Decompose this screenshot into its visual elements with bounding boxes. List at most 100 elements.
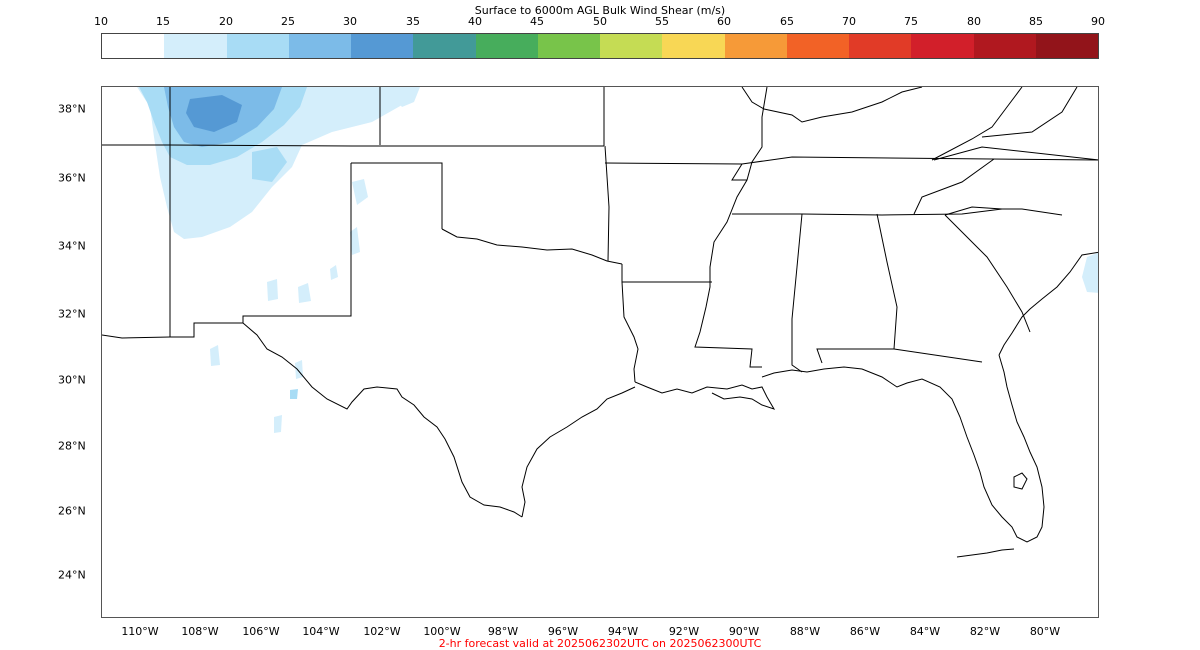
colorbar-tick: 30 <box>343 15 357 28</box>
lon-label: 84°W <box>909 625 941 638</box>
colorbar-swatch <box>102 34 165 58</box>
colorbar-tick: 70 <box>842 15 856 28</box>
lat-label: 34°N <box>58 239 86 253</box>
shear-patch <box>330 265 338 280</box>
map-title: Surface to 6000m AGL Bulk Wind Shear (m/… <box>474 4 726 17</box>
colorbar-tick: 50 <box>593 15 607 28</box>
shear-patch <box>295 360 303 379</box>
alabama-georgia-border <box>876 213 898 350</box>
lon-label: 90°W <box>728 625 760 638</box>
lon-label: 110°W <box>121 625 159 638</box>
lon-label: 100°W <box>423 625 461 638</box>
lat-label: 24°N <box>58 568 86 582</box>
newmexico-texas-border <box>242 163 352 323</box>
colorbar-tick: 65 <box>780 15 794 28</box>
lat-label: 26°N <box>58 504 86 518</box>
kentucky-virginia <box>933 146 1098 161</box>
colorbar-swatch <box>537 34 600 58</box>
colorbar-tick: 15 <box>156 15 170 28</box>
arizona-southern-border <box>102 322 243 339</box>
lon-label: 88°W <box>789 625 821 638</box>
map-svg <box>102 87 1098 558</box>
rio-grande <box>242 322 523 518</box>
lon-label: 104°W <box>302 625 340 638</box>
red-river <box>441 228 623 265</box>
colorbar-tick: 55 <box>655 15 669 28</box>
north-south-carolina <box>944 206 1063 216</box>
map-panel[interactable] <box>101 86 1099 618</box>
mississippi-alabama-border <box>791 213 803 373</box>
florida-panhandle-border <box>816 348 983 364</box>
colorbar-swatch <box>724 34 787 58</box>
colorbar-swatch <box>600 34 663 58</box>
colorbar-tick: 35 <box>406 15 420 28</box>
shear-patch <box>267 279 278 301</box>
lon-label: 96°W <box>547 625 579 638</box>
oklahoma-arkansas-border <box>604 145 610 262</box>
lon-label: 86°W <box>849 625 881 638</box>
lat-label: 28°N <box>58 439 86 453</box>
shear-contour-30 <box>186 95 242 132</box>
tennessee-north-border <box>741 156 1098 165</box>
colorbar-swatch <box>475 34 538 58</box>
texas-panhandle-north <box>351 162 443 229</box>
colorbar-swatch <box>911 34 974 58</box>
lon-label: 94°W <box>607 625 639 638</box>
colorbar-swatch <box>226 34 289 58</box>
lat-label: 36°N <box>58 171 86 185</box>
colorbar-swatch <box>413 34 476 58</box>
lon-label: 98°W <box>487 625 519 638</box>
lake-okeechobee <box>1013 472 1028 490</box>
shear-patch-atlantic <box>1082 252 1098 293</box>
colorbar-swatch <box>288 34 351 58</box>
lon-label: 106°W <box>242 625 280 638</box>
colorbar-swatch <box>351 34 414 58</box>
forecast-valid-time: 2-hr forecast valid at 2025062302UTC on … <box>438 637 762 650</box>
mississippi-river <box>694 87 768 368</box>
colorado-newmexico-border <box>169 144 353 147</box>
colorbar-tick: 90 <box>1091 15 1105 28</box>
lat-label: 38°N <box>58 102 86 116</box>
lon-label: 80°W <box>1029 625 1061 638</box>
colorbar-tick: 75 <box>904 15 918 28</box>
virginia-kentucky <box>981 87 1078 138</box>
lon-label: 92°W <box>668 625 700 638</box>
carolinas-coast <box>998 251 1098 356</box>
colorbar <box>101 33 1099 59</box>
colorbar-tick: 40 <box>468 15 482 28</box>
lon-label: 108°W <box>181 625 219 638</box>
colorbar-tick-labels: 10 15 20 25 30 35 40 45 50 55 60 65 70 7… <box>0 15 1200 29</box>
west-virginia <box>931 87 1023 161</box>
gulf-coast-east <box>761 354 1045 543</box>
colorbar-tick: 80 <box>967 15 981 28</box>
colorbar-swatch <box>786 34 849 58</box>
virginia-nc <box>913 158 995 215</box>
missouri-arkansas-border <box>604 162 747 181</box>
sabine-river <box>621 281 639 383</box>
colorbar-swatch <box>973 34 1036 58</box>
state-boundaries <box>102 87 1098 558</box>
shear-patch <box>298 283 311 303</box>
tennessee-south-border <box>732 208 1003 216</box>
colorbar-tick: 45 <box>530 15 544 28</box>
lon-label: 102°W <box>363 625 401 638</box>
colorbar-tick: 60 <box>717 15 731 28</box>
texas-gulf-coast <box>521 386 636 518</box>
colorbar-tick: 20 <box>219 15 233 28</box>
shear-patch <box>290 389 298 399</box>
kentucky-north <box>741 87 923 123</box>
shear-patch <box>252 147 287 182</box>
shear-shading <box>137 87 1098 433</box>
colorbar-tick: 10 <box>94 15 108 28</box>
georgia-south-carolina <box>944 214 1031 333</box>
colorbar-tick: 25 <box>281 15 295 28</box>
colorbar-swatch <box>1035 34 1098 58</box>
colorbar-tick: 85 <box>1029 15 1043 28</box>
lat-label: 32°N <box>58 307 86 321</box>
colorbar-swatch <box>662 34 725 58</box>
shear-patch <box>274 415 282 433</box>
florida-keys <box>956 548 1015 558</box>
arkansas-louisiana-border <box>621 264 712 283</box>
shear-patch <box>350 227 360 255</box>
lat-label: 30°N <box>58 373 86 387</box>
